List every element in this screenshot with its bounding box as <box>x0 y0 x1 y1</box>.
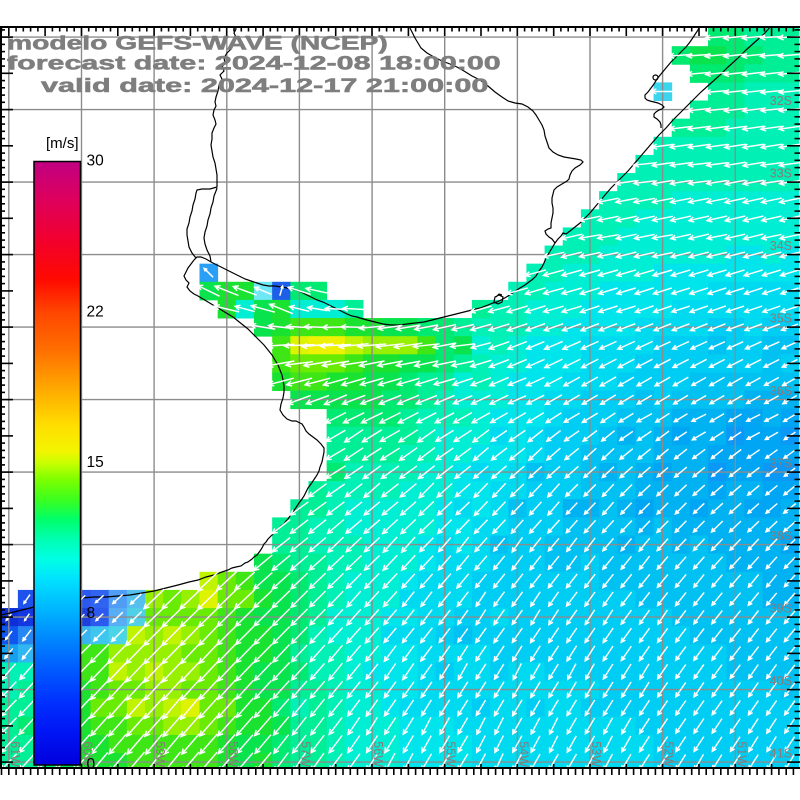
svg-text:56W: 56W <box>371 741 385 767</box>
svg-text:0: 0 <box>87 756 96 773</box>
svg-text:52W: 52W <box>662 741 676 767</box>
svg-text:22: 22 <box>87 303 104 320</box>
svg-text:32S: 32S <box>770 94 792 108</box>
svg-text:38S: 38S <box>770 529 792 543</box>
svg-text:37S: 37S <box>770 457 792 471</box>
svg-text:41S: 41S <box>770 747 792 761</box>
svg-text:40S: 40S <box>770 674 792 688</box>
svg-text:forecast date: 2024-12-08 18:0: forecast date: 2024-12-08 18:00:00 <box>7 53 501 74</box>
svg-text:51W: 51W <box>734 741 748 767</box>
svg-text:39S: 39S <box>770 602 792 616</box>
svg-text:[m/s]: [m/s] <box>46 135 79 152</box>
svg-text:30: 30 <box>87 153 105 170</box>
svg-text:59W: 59W <box>153 741 167 767</box>
svg-text:15: 15 <box>87 454 104 471</box>
svg-text:61W: 61W <box>8 741 22 767</box>
svg-text:valid date: 2024-12-17 21:00:0: valid date: 2024-12-17 21:00:00 <box>41 75 488 96</box>
svg-text:57W: 57W <box>298 741 312 767</box>
svg-text:35S: 35S <box>770 312 792 326</box>
svg-text:34S: 34S <box>770 239 792 253</box>
svg-text:58W: 58W <box>226 741 240 767</box>
svg-text:55W: 55W <box>444 741 458 767</box>
svg-text:8: 8 <box>87 605 96 622</box>
svg-text:54W: 54W <box>516 741 530 767</box>
svg-text:36S: 36S <box>770 384 792 398</box>
svg-text:33S: 33S <box>770 167 792 181</box>
svg-text:53W: 53W <box>589 741 603 767</box>
svg-text:modelo GEFS-WAVE (NCEP): modelo GEFS-WAVE (NCEP) <box>7 33 388 55</box>
svg-text:60W: 60W <box>81 741 95 767</box>
